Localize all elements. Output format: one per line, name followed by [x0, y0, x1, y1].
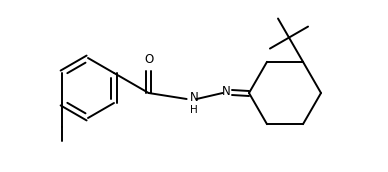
Text: N: N [190, 92, 198, 105]
Text: O: O [144, 53, 153, 66]
Text: N: N [222, 85, 231, 99]
Text: H: H [190, 105, 197, 115]
